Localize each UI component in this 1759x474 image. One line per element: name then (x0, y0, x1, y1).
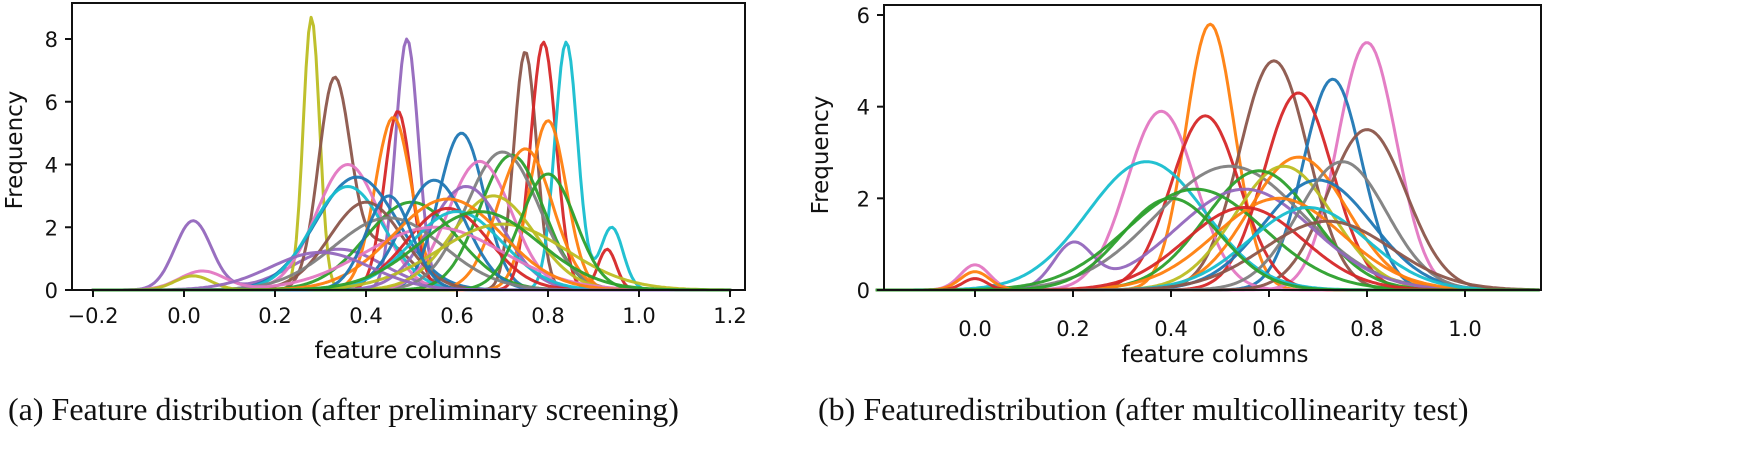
panel-a-caption: (a) Feature distribution (after prelimin… (8, 391, 679, 427)
panel-b-caption: (b) Featuredistribution (after multicoll… (818, 391, 1468, 427)
panel-a-ytick-label: 2 (45, 216, 58, 240)
panel-b-ytick-label: 4 (857, 96, 870, 120)
panel-b-ytick-label: 2 (857, 187, 870, 211)
panel-a-xtick-label: 0.8 (531, 304, 564, 328)
panel-a-xtick-label: 0.2 (258, 304, 291, 328)
panel-a-xtick-label: −0.2 (68, 304, 119, 328)
panel-a-curves (91, 15, 732, 292)
panel-a-xlabel: feature columns (315, 338, 502, 364)
panel-a-frame (71, 2, 746, 291)
panel-b-ylabel: Frequency (808, 96, 834, 215)
panel-a-series-9 (91, 40, 732, 292)
panel-a-xtick-label: 0.4 (349, 304, 382, 328)
panel-a-ytick-label: 6 (45, 91, 58, 115)
panel-a-ticks: −0.2 0.0 0.2 0.4 0.6 0.8 1.0 1.2 0 2 4 6 8 (45, 28, 747, 328)
panel-b-series-6 (875, 109, 1540, 292)
panel-b-ytick-label: 6 (857, 4, 870, 28)
panel-a-series-10 (91, 40, 732, 292)
panel-b-series-1 (875, 22, 1540, 292)
panel-a-series-4 (91, 37, 732, 292)
panel-a-xtick-label: 0.6 (440, 304, 473, 328)
panel-a-ylabel: Frequency (2, 91, 28, 210)
panel-a-xtick-label: 1.2 (713, 304, 746, 328)
panel-a-ytick-label: 4 (45, 154, 58, 178)
panel-b-xtick-label: 0.4 (1154, 317, 1187, 341)
panel-b-xtick-label: 0.2 (1056, 317, 1089, 341)
panel-a-xtick-label: 0.0 (167, 304, 200, 328)
panel-b-xtick-label: 0.0 (958, 317, 991, 341)
panel-b-chart: 0.0 0.2 0.4 0.6 0.8 1.0 0 2 4 6 feature columns F… (808, 4, 1542, 427)
panel-b-series-3 (875, 59, 1540, 292)
panel-b-frame (883, 4, 1542, 291)
panel-a-chart: −0.2 0.0 0.2 0.4 0.6 0.8 1.0 1.2 0 2 4 6 8 feature c… (2, 2, 747, 427)
panel-a-xtick-label: 1.0 (622, 304, 655, 328)
panel-b-ticks: 0.0 0.2 0.4 0.6 0.8 1.0 0 2 4 6 (857, 4, 1482, 341)
panel-b-curves (875, 22, 1540, 292)
panel-b-series-18 (875, 196, 1540, 292)
panel-a-series-28 (91, 222, 732, 292)
panel-b-ytick-label: 0 (857, 279, 870, 303)
panel-b-xlabel: feature columns (1122, 342, 1309, 368)
panel-b-xtick-label: 1.0 (1448, 317, 1481, 341)
panel-a-ytick-label: 8 (45, 28, 58, 52)
panel-b-xtick-label: 0.6 (1252, 317, 1285, 341)
panel-b-xtick-label: 0.8 (1350, 317, 1383, 341)
panel-a-ytick-label: 0 (45, 279, 58, 303)
